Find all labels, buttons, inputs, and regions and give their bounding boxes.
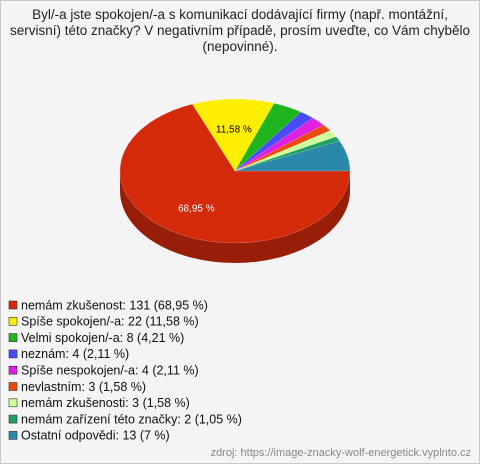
- legend-label: nemám zkušenosti: 3 (1,58 %): [21, 396, 190, 410]
- slice: [234, 130, 337, 172]
- legend-swatch: [8, 365, 18, 375]
- chart-title: Byl/-a jste spokojen/-a s komunikací dod…: [9, 7, 470, 54]
- legend-swatch: [8, 414, 18, 424]
- data-label: 11,58 %: [216, 124, 252, 135]
- legend-swatch: [8, 300, 18, 310]
- legend-label: Ostatní odpovědi: 13 (7 %): [21, 429, 170, 443]
- legend-label: nevlastním: 3 (1,58 %): [21, 380, 146, 394]
- legend-label: nemám zařízení této značky: 2 (1,05 %): [21, 412, 242, 426]
- slice: [234, 136, 340, 172]
- slice: [234, 117, 324, 172]
- slice: [234, 124, 331, 172]
- source: zdroj: https://image-znacky-wolf-energet…: [211, 447, 471, 459]
- legend-swatch: [8, 382, 18, 391]
- legend-label: nemám zkušenost: 131 (68,95 %): [21, 298, 208, 312]
- legend-swatch: [8, 431, 18, 440]
- legend-label: Spíše nespokojen/-a: 4 (2,11 %): [21, 363, 199, 377]
- slice: [119, 103, 351, 244]
- slice-side: [120, 171, 350, 263]
- legend-label: neznám: 4 (2,11 %): [21, 347, 129, 361]
- legend-label: Spíše spokojen/-a: 22 (11,58 %): [21, 315, 199, 329]
- legend-label: Velmi spokojen/-a: 8 (4,21 %): [21, 331, 184, 345]
- legend-swatch: [8, 398, 18, 408]
- slice: [234, 140, 351, 172]
- slice: [191, 98, 275, 172]
- legend-swatch: [8, 333, 18, 342]
- data-label: 68,95 %: [178, 203, 215, 214]
- slice: [234, 111, 314, 172]
- slice: [234, 103, 302, 172]
- legend-swatch: [8, 349, 18, 359]
- legend-swatch: [8, 316, 18, 326]
